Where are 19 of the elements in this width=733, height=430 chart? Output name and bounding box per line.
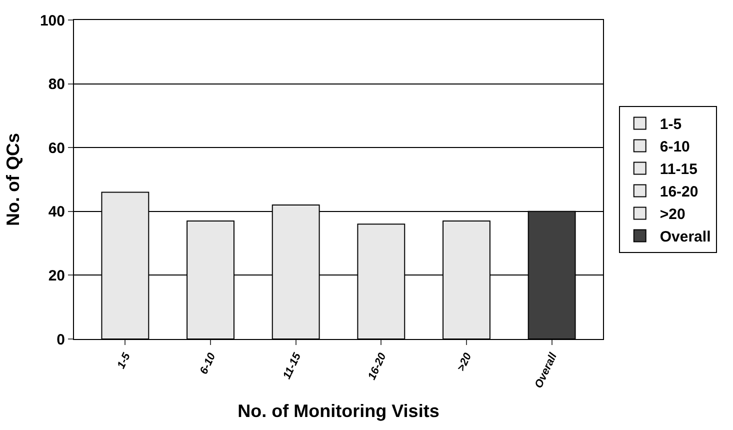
legend-label: 1-5 xyxy=(660,116,682,134)
x-tick-label: 6-10 xyxy=(198,350,219,376)
legend-label: 11-15 xyxy=(660,161,698,178)
x-tick-label: >20 xyxy=(455,350,475,374)
y-tick-label: 0 xyxy=(56,331,65,348)
x-tick-label: 1-5 xyxy=(115,350,134,371)
legend-label: 6-10 xyxy=(660,138,690,156)
x-tick-label: 16-20 xyxy=(366,350,390,382)
y-tick-label: 80 xyxy=(48,76,65,94)
legend-label: Overall xyxy=(660,228,711,246)
y-axis-title: No. of QCs xyxy=(3,133,24,226)
y-tick-label: 40 xyxy=(48,204,65,221)
legend-label: 16-20 xyxy=(660,184,698,201)
x-axis-title: No. of Monitoring Visits xyxy=(238,401,440,422)
y-tick-label: 20 xyxy=(48,267,65,284)
x-tick-label: 11-15 xyxy=(281,350,304,382)
legend-label: >20 xyxy=(660,206,686,224)
y-tick-label: 60 xyxy=(48,140,65,157)
y-tick-label: 100 xyxy=(40,12,65,30)
